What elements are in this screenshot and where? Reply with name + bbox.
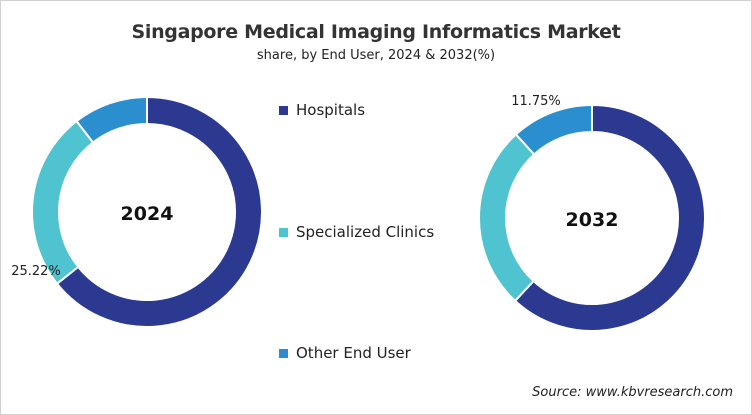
chart-title: Singapore Medical Imaging Informatics Ma… xyxy=(131,21,621,43)
donut-slice-2024-specialized-clinics xyxy=(31,119,95,286)
data-label: 11.75% xyxy=(511,94,561,109)
chart-subtitle: share, by End User, 2024 & 2032(%) xyxy=(256,48,496,63)
donut-slice-2032-hospitals xyxy=(513,103,706,332)
donut-center-label: 2032 xyxy=(566,209,619,231)
data-label: 25.22% xyxy=(11,264,61,279)
donut-slice-2032-other-end-user xyxy=(514,103,593,156)
legend-label: Specialized Clinics xyxy=(296,223,435,241)
donut-center-label: 2024 xyxy=(121,203,174,225)
donut-slice-2024-other-end-user xyxy=(75,95,148,144)
legend-item-other-end-user: Other End User xyxy=(279,344,411,362)
legend-item-hospitals: Hospitals xyxy=(279,101,365,119)
legend-item-specialized-clinics: Specialized Clinics xyxy=(279,223,434,241)
source-note: Source: www.kbvresearch.com xyxy=(532,385,733,400)
donut-slice-2032-specialized-clinics xyxy=(478,133,536,303)
legend-swatch xyxy=(279,348,288,358)
donut-slice-2024-hospitals xyxy=(55,95,263,328)
legend-swatch xyxy=(279,105,288,115)
legend-swatch xyxy=(279,227,288,237)
legend-label: Hospitals xyxy=(296,101,366,119)
legend-label: Other End User xyxy=(296,344,411,362)
